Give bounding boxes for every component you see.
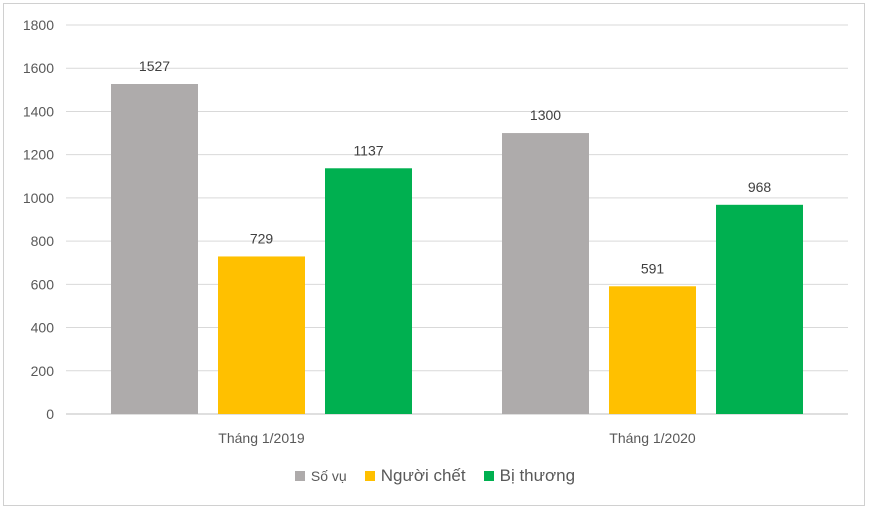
bar	[502, 133, 589, 415]
legend-item: Người chết	[364, 466, 466, 486]
x-axis: Tháng 1/2019 Tháng 1/2020	[218, 430, 696, 446]
bars	[111, 83, 803, 415]
legend-swatch	[483, 471, 494, 481]
data-label: 729	[250, 230, 274, 246]
y-tick-label: 1800	[23, 17, 54, 33]
y-tick-label: 1600	[23, 60, 54, 76]
bar-chart: 0 200 400 600 800 1000 1200 1400 1600 1800 1527 72…	[23, 17, 848, 446]
y-tick-label: 200	[31, 363, 55, 379]
y-tick-label: 400	[31, 320, 55, 336]
bar	[218, 256, 305, 414]
data-labels: 1527 729 1137 1300 591 968	[139, 58, 771, 276]
bar	[325, 168, 412, 414]
y-axis: 0 200 400 600 800 1000 1200 1400 1600 1800	[23, 17, 54, 422]
y-tick-label: 1200	[23, 147, 54, 163]
bar	[609, 286, 696, 414]
y-tick-label: 600	[31, 276, 55, 292]
x-tick-label: Tháng 1/2020	[609, 430, 696, 446]
data-label: 1527	[139, 58, 170, 74]
y-tick-label: 800	[31, 233, 55, 249]
legend-label: Số vụ	[310, 468, 347, 484]
bar	[111, 83, 198, 414]
x-tick-label: Tháng 1/2019	[218, 430, 305, 446]
legend: Số vụ Người chết Bị thương	[0, 466, 870, 486]
legend-swatch	[294, 471, 305, 481]
data-label: 1300	[530, 107, 561, 123]
y-tick-label: 1400	[23, 103, 54, 119]
y-tick-label: 1000	[23, 190, 54, 206]
legend-swatch	[364, 471, 375, 481]
legend-label: Bị thương	[499, 466, 576, 485]
data-label: 591	[641, 260, 665, 276]
data-label: 968	[748, 179, 772, 195]
bar	[716, 204, 803, 414]
y-tick-label: 0	[46, 406, 54, 422]
legend-item: Bị thương	[483, 466, 576, 486]
data-label: 1137	[353, 142, 383, 158]
legend-label: Người chết	[380, 466, 466, 485]
legend-item: Số vụ	[294, 468, 347, 484]
